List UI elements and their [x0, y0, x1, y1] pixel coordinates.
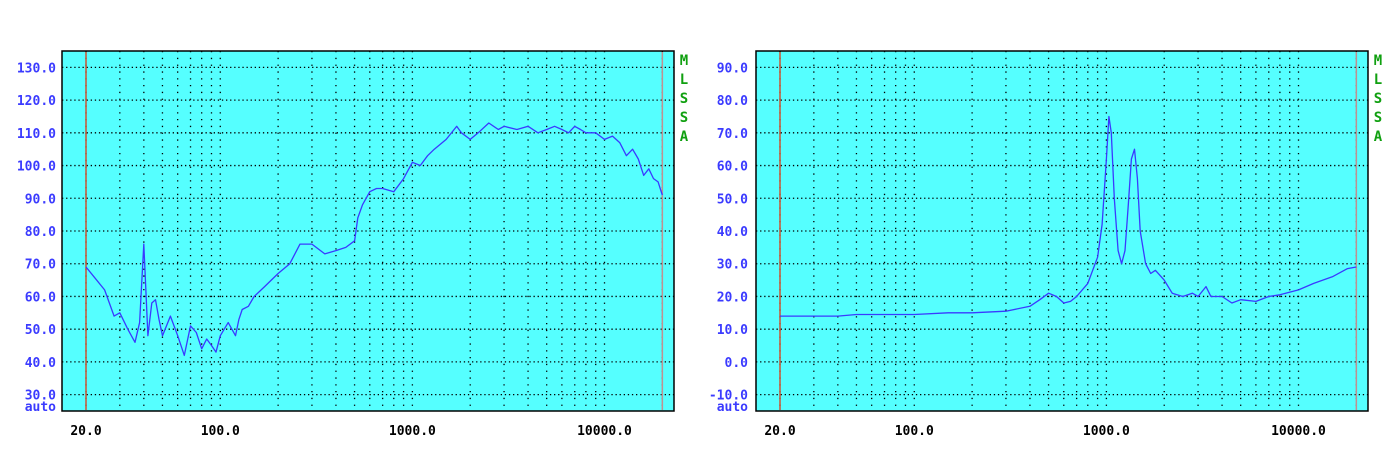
y-tick-label: 50.0 [25, 323, 56, 338]
x-tick-label: 1000.0 [389, 424, 436, 439]
vertical-gridlines [85, 51, 663, 411]
y-tick-label: 120.0 [17, 94, 56, 109]
series-line-0 [85, 122, 663, 357]
y-tick-label: 60.0 [717, 160, 748, 175]
y-tick-label: 80.0 [717, 94, 748, 109]
side-label-letter: M [680, 53, 688, 69]
y-tick-label: 90.0 [25, 192, 56, 207]
x-tick-label: 100.0 [895, 424, 934, 439]
x-tick-label: 20.0 [764, 424, 795, 439]
y-tick-label: 30.0 [717, 258, 748, 273]
y-tick-label: 0.0 [725, 356, 749, 371]
y-tick-label: 70.0 [25, 258, 56, 273]
x-tick-label: 1000.0 [1083, 424, 1130, 439]
side-label-letter: L [1374, 72, 1382, 88]
y-tick-label: 20.0 [717, 290, 748, 305]
y-tick-label: 40.0 [717, 225, 748, 240]
chart-left: 130.0 120.0 110.0 100.0 90.0 80.0 70.0 60.0 50.0… [17, 50, 689, 439]
side-label-letter: S [680, 110, 688, 126]
y-tick-label: 110.0 [17, 127, 56, 142]
y-tick-label: 40.0 [25, 356, 56, 371]
y-tick-label: -10.0 [709, 389, 748, 404]
side-label-letter: M [1374, 53, 1382, 69]
y-tick-label: 10.0 [717, 323, 748, 338]
x-tick-label: 100.0 [201, 424, 240, 439]
side-label-letter: A [1374, 129, 1383, 145]
side-label-letter: A [680, 129, 689, 145]
plot-area [755, 50, 1369, 412]
side-label-letter: S [1374, 91, 1382, 107]
y-tick-label: 130.0 [17, 61, 56, 76]
x-tick-label: 10000.0 [1271, 424, 1326, 439]
y-auto-label: auto [25, 400, 56, 415]
y-tick-label: 100.0 [17, 160, 56, 175]
side-label-letter: L [680, 72, 688, 88]
x-tick-label: 20.0 [70, 424, 101, 439]
chart-right: 90.0 80.0 70.0 60.0 50.0 40.0 30.0 20.0 10.0 0.0 -… [709, 50, 1383, 439]
y-tick-label: 80.0 [25, 225, 56, 240]
side-label-letter: S [680, 91, 688, 107]
y-auto-label: auto [717, 400, 748, 415]
y-tick-label: 60.0 [25, 290, 56, 305]
plot-area [61, 50, 675, 412]
side-label-letter: S [1374, 110, 1382, 126]
y-tick-label: 30.0 [25, 389, 56, 404]
series-line-0 [780, 115, 1357, 317]
y-tick-label: 90.0 [717, 61, 748, 76]
x-tick-label: 10000.0 [577, 424, 632, 439]
y-tick-label: 50.0 [717, 192, 748, 207]
y-tick-label: 70.0 [717, 127, 748, 142]
